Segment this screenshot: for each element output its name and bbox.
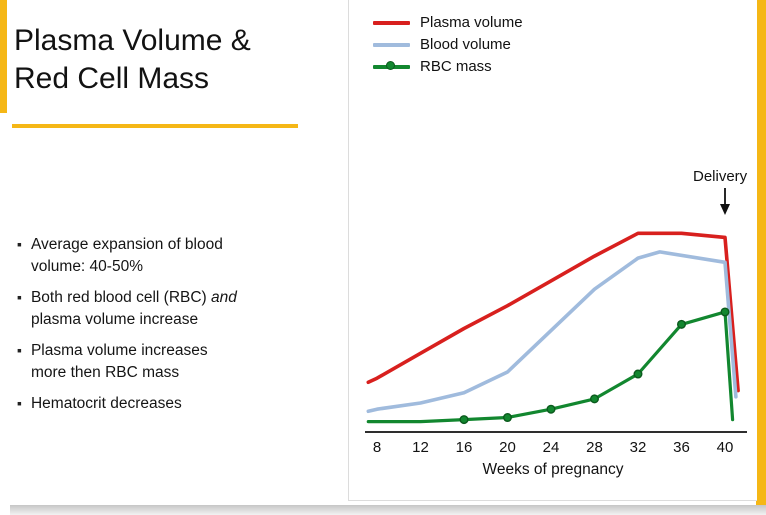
legend-item-plasma-volume: Plasma volume — [373, 14, 523, 31]
svg-text:28: 28 — [586, 439, 603, 456]
accent-bar-top-left — [0, 0, 7, 113]
bullet-square-icon: ▪ — [17, 236, 22, 252]
svg-text:20: 20 — [499, 439, 516, 456]
svg-text:24: 24 — [543, 439, 560, 456]
legend-item-blood-volume: Blood volume — [373, 36, 523, 53]
bullet-text: Both red blood cell (RBC) and plasma volu… — [30, 289, 237, 328]
svg-text:40: 40 — [717, 439, 734, 456]
svg-text:36: 36 — [673, 439, 690, 456]
chart-panel: 8 12 16 20 24 28 32 36 40 Weeks of pregnancy Deliv… — [348, 0, 757, 501]
svg-text:Delivery: Delivery — [693, 168, 748, 185]
legend-label: RBC mass — [420, 58, 492, 75]
svg-text:8: 8 — [373, 439, 381, 456]
title-line-2: Red Cell Mass — [14, 62, 210, 95]
bullet-text: Average expansion of blood volume: 40-50% — [30, 236, 223, 275]
plasma-volume-line-icon — [373, 20, 410, 25]
bullet-item-hematocrit-decreases: ▪ Hematocrit decreases — [17, 393, 332, 415]
bullet-text: Hematocrit decreases — [30, 395, 182, 412]
legend-label: Blood volume — [420, 36, 511, 53]
title-underline — [12, 124, 298, 128]
chart-svg: 8 12 16 20 24 28 32 36 40 Weeks of pregnancy Deliv… — [365, 168, 748, 478]
svg-text:Weeks of pregnancy: Weeks of pregnancy — [482, 461, 623, 478]
bullet-text: Plasma volume increases more then RBC mas… — [30, 342, 208, 381]
blood-volume-line-icon — [373, 42, 410, 47]
svg-text:16: 16 — [456, 439, 473, 456]
bullet-square-icon: ▪ — [17, 395, 22, 411]
rbc-mass-line-icon — [373, 61, 410, 70]
svg-text:32: 32 — [630, 439, 647, 456]
bullet-square-icon: ▪ — [17, 342, 22, 358]
italic-text: and — [211, 289, 237, 306]
bullet-item-rbc-and-plasma-increase: ▪ Both red blood cell (RBC) and plasma vo… — [17, 287, 332, 330]
title-line-1: Plasma Volume & — [14, 24, 251, 57]
bullet-item-blood-volume-expansion: ▪ Average expansion of blood volume: 40-5… — [17, 234, 332, 277]
legend-item-rbc-mass: RBC mass — [373, 58, 523, 75]
rbc-mass-marker-icon — [386, 61, 395, 70]
bullet-list: ▪ Average expansion of blood volume: 40-5… — [17, 234, 332, 425]
bullet-square-icon: ▪ — [17, 289, 22, 305]
bullet-item-plasma-more-than-rbc: ▪ Plasma volume increases more then RBC m… — [17, 340, 332, 383]
slide-bottom-shadow — [10, 505, 766, 515]
chart-legend: Plasma volume Blood volume RBC mass — [373, 14, 523, 75]
svg-text:12: 12 — [412, 439, 429, 456]
page-title: Plasma Volume & Red Cell Mass — [14, 22, 251, 98]
accent-bar-right — [756, 0, 766, 515]
legend-label: Plasma volume — [420, 14, 523, 31]
